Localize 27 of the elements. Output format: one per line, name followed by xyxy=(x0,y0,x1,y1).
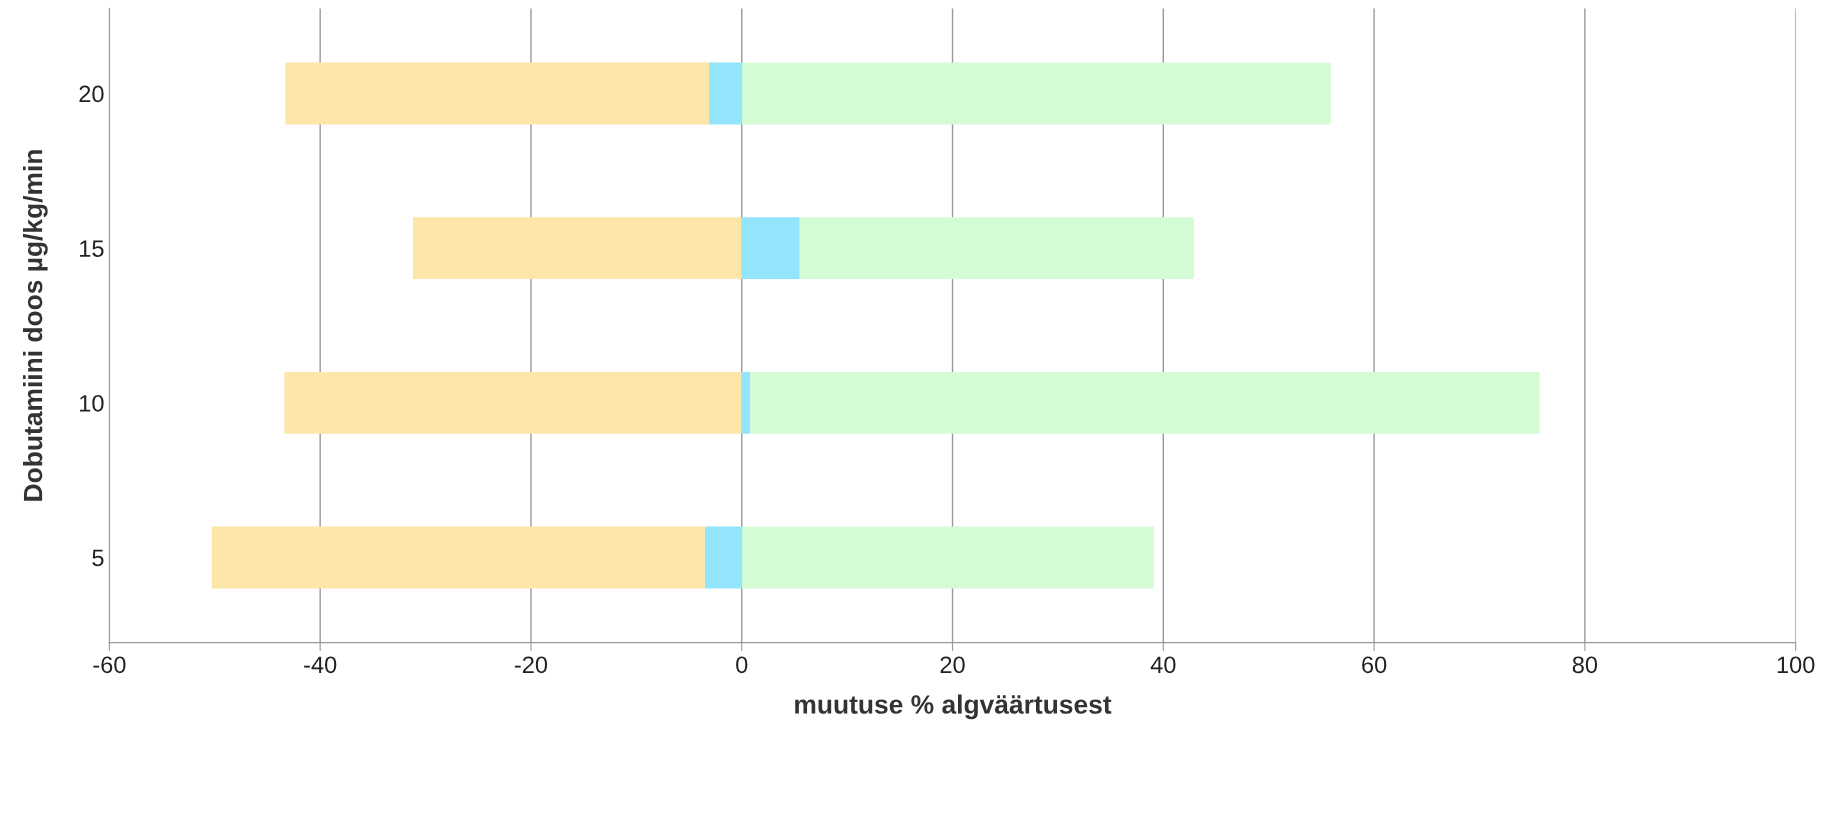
x-tick-label: 0 xyxy=(736,656,748,674)
x-tick-label: -20 xyxy=(514,656,548,674)
x-tick-label: 100 xyxy=(1777,656,1815,674)
x-tick-label: 80 xyxy=(1572,656,1598,674)
bar xyxy=(741,371,751,434)
y-tick-label: 20 xyxy=(79,85,104,103)
bar xyxy=(741,526,1154,589)
bar xyxy=(709,62,742,125)
bar xyxy=(284,371,742,434)
x-tick-label: 40 xyxy=(1150,656,1176,674)
bar xyxy=(741,217,800,280)
bar xyxy=(799,217,1194,280)
x-tick-label: 60 xyxy=(1362,656,1387,674)
y-tick-label: 15 xyxy=(80,240,104,257)
bar xyxy=(412,217,742,280)
x-tick-label: -40 xyxy=(304,656,337,674)
bar xyxy=(704,526,742,589)
x-axis-title: muutuse % algväärtusest xyxy=(795,694,1112,720)
y-tick-label: 10 xyxy=(80,394,104,412)
bar xyxy=(211,526,705,589)
bar xyxy=(741,62,1331,125)
x-tick-label: 20 xyxy=(940,656,965,674)
y-tick-label: 5 xyxy=(92,549,104,567)
y-axis-title: Dobutamiini doos µg/kg/min xyxy=(22,150,48,501)
x-tick-label: -60 xyxy=(93,656,126,674)
bar xyxy=(285,62,710,125)
bar xyxy=(750,371,1540,434)
